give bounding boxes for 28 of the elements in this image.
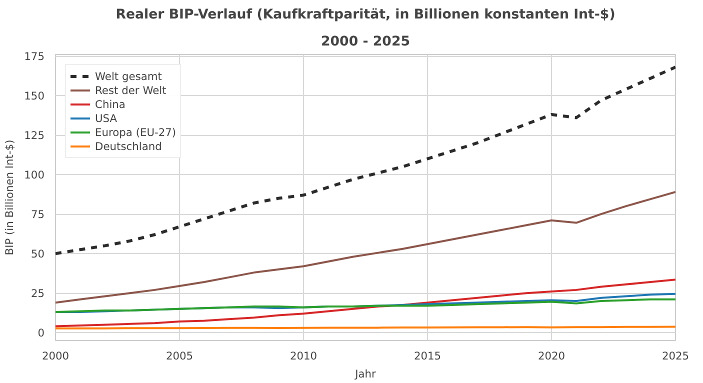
x-tick-label: 2000 [42,350,70,362]
legend-label: China [95,97,126,111]
y-tick-label: 175 [24,50,45,64]
line-series [56,190,676,304]
x-tick-label: 2005 [166,350,194,362]
x-tick-label: 2020 [538,350,566,362]
line-series [56,66,676,256]
legend-label: Europa (EU-27) [95,125,176,139]
line-series [56,278,676,328]
y-tick-label: 125 [24,129,45,142]
y-tick-label: 0 [38,326,45,340]
legend-label: Deutschland [95,139,162,153]
legend-label: Rest der Welt [95,83,166,97]
y-tick-label: 50 [30,248,45,261]
y-tick-label: 75 [30,208,45,222]
y-tick-label: 150 [24,90,45,103]
x-tick-label: 2010 [290,350,318,362]
legend-label: USA [95,111,118,125]
y-axis-title: BIP (in Billionen Int-$) [3,140,16,256]
chart-title: Realer BIP-Verlauf (Kaufkraftparität, in Billionen konstanten Int-$) [116,8,616,22]
y-tick-label: 25 [30,287,45,300]
line-series [56,298,676,314]
x-axis-title: Jahr [354,368,377,380]
x-tick-label: 2025 [662,350,690,362]
x-tick-label: 2015 [414,350,442,362]
chart-subtitle: 2000 - 2025 [321,34,410,50]
legend-label: Welt gesamt [95,69,162,83]
y-tick-label: 100 [24,168,45,182]
